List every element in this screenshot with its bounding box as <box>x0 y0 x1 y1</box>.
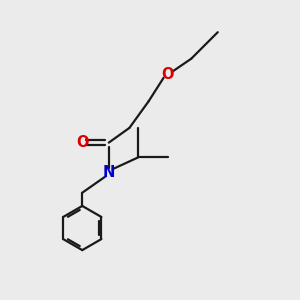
Text: O: O <box>76 135 88 150</box>
Text: O: O <box>161 68 174 82</box>
Text: N: N <box>103 165 115 180</box>
